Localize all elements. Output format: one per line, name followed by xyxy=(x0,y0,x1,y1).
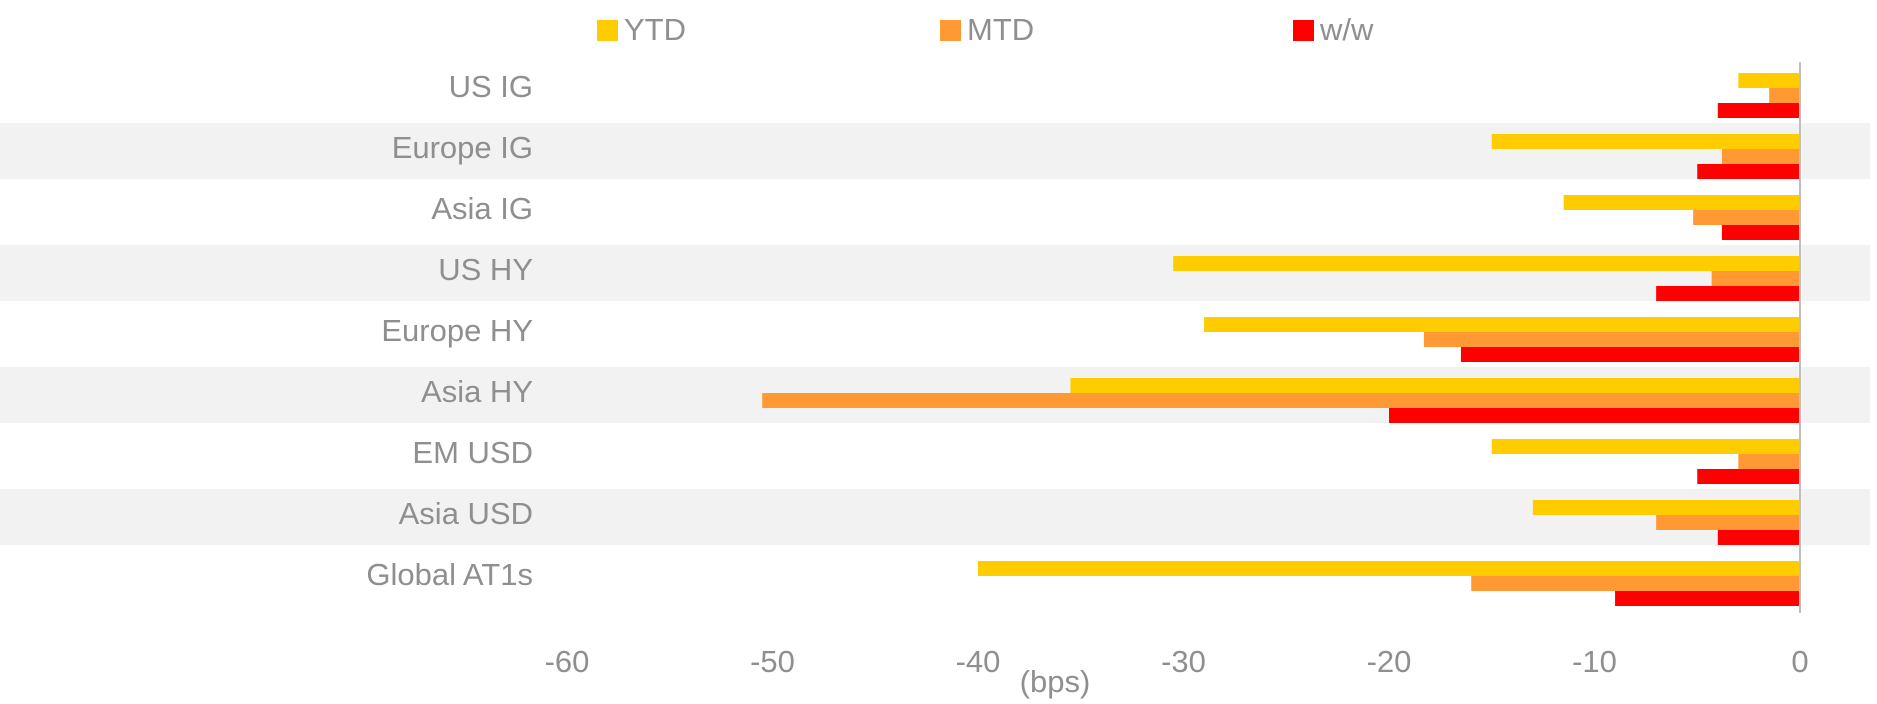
bar-ww xyxy=(1717,103,1800,118)
bar-ww xyxy=(1697,164,1800,179)
category-label: Global AT1s xyxy=(366,557,533,592)
bar-mtd xyxy=(1423,332,1800,347)
bar-ww xyxy=(1460,347,1800,362)
bar-ytd xyxy=(1173,256,1800,271)
bar-mtd xyxy=(1711,271,1800,286)
row-band xyxy=(0,245,1870,301)
category-label: Asia HY xyxy=(421,374,533,409)
bar-ytd xyxy=(1563,195,1800,210)
legend-label-ww: w/w xyxy=(1320,12,1374,47)
x-axis-label: (bps) xyxy=(1020,664,1091,699)
bar-mtd xyxy=(1769,88,1800,103)
bar-ww xyxy=(1615,591,1800,606)
legend-label-mtd: MTD xyxy=(967,12,1035,47)
bar-mtd xyxy=(1471,576,1800,591)
legend-item-mtd: MTD xyxy=(940,12,1034,48)
x-tick-label: 0 xyxy=(1791,644,1808,679)
legend-item-ytd: YTD xyxy=(597,12,686,48)
category-label: Europe HY xyxy=(381,313,533,348)
row-band xyxy=(0,489,1870,545)
x-tick-label: -30 xyxy=(1161,644,1206,679)
legend-swatch-ww xyxy=(1293,19,1314,41)
bar-ww xyxy=(1389,408,1800,423)
bar-mtd xyxy=(1656,515,1800,530)
category-label: Asia IG xyxy=(431,191,533,226)
bar-mtd xyxy=(1721,149,1800,164)
bar-mtd xyxy=(1693,210,1800,225)
legend-swatch-mtd xyxy=(940,19,961,41)
legend-item-ww: w/w xyxy=(1293,12,1373,48)
bar-ww xyxy=(1717,530,1800,545)
x-tick-label: -20 xyxy=(1367,644,1412,679)
bar-ytd xyxy=(1491,439,1800,454)
x-tick-label: -40 xyxy=(956,644,1001,679)
category-label: US HY xyxy=(438,252,533,287)
bar-mtd xyxy=(762,393,1800,408)
bar-ytd xyxy=(1070,378,1800,393)
x-tick-label: -50 xyxy=(750,644,795,679)
bar-ww xyxy=(1697,469,1800,484)
legend: YTD MTD w/w xyxy=(0,12,1877,48)
x-tick-label: -60 xyxy=(545,644,590,679)
x-tick-label: -10 xyxy=(1572,644,1617,679)
bar-ytd xyxy=(1738,73,1800,88)
legend-swatch-ytd xyxy=(597,19,618,41)
bar-ytd xyxy=(978,561,1800,576)
category-label: EM USD xyxy=(412,435,533,470)
bar-mtd xyxy=(1738,454,1800,469)
bar-ww xyxy=(1656,286,1800,301)
legend-label-ytd: YTD xyxy=(624,12,686,47)
category-label: Europe IG xyxy=(392,130,533,165)
category-label: US IG xyxy=(449,69,533,104)
bar-ww xyxy=(1721,225,1800,240)
bar-ytd xyxy=(1491,134,1800,149)
bar-ytd xyxy=(1204,317,1800,332)
row-band xyxy=(0,123,1870,179)
category-label: Asia USD xyxy=(399,496,533,531)
bar-ytd xyxy=(1532,500,1800,515)
